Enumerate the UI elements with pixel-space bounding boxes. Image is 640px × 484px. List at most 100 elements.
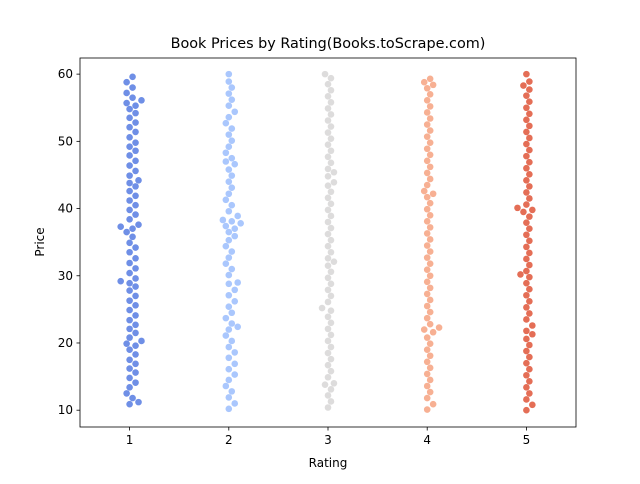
data-point <box>429 190 437 198</box>
data-point <box>514 204 521 212</box>
data-point <box>324 206 332 214</box>
data-point <box>423 266 431 274</box>
data-point <box>132 302 139 309</box>
data-point <box>423 218 431 225</box>
data-point <box>132 312 139 319</box>
data-point <box>225 113 233 121</box>
data-point <box>523 140 530 148</box>
data-point <box>423 97 431 104</box>
data-point <box>429 328 437 336</box>
data-point <box>526 377 533 385</box>
data-point <box>126 187 133 195</box>
data-point <box>423 84 431 92</box>
data-point <box>423 181 431 189</box>
data-point <box>132 254 139 262</box>
data-point <box>324 242 332 250</box>
data-point <box>132 109 139 117</box>
data-point <box>132 183 139 190</box>
data-point <box>324 93 332 100</box>
data-point <box>324 141 332 149</box>
data-point <box>222 332 230 339</box>
data-point <box>225 354 233 362</box>
data-point <box>135 221 142 228</box>
data-point <box>225 254 233 261</box>
data-point <box>523 359 530 367</box>
data-point <box>429 81 437 89</box>
y-tick-label: 20 <box>58 336 73 350</box>
data-point <box>132 201 139 209</box>
data-point <box>222 242 230 250</box>
data-point <box>327 292 335 300</box>
data-point <box>423 193 431 201</box>
x-tick-label: 3 <box>324 433 332 447</box>
data-point <box>426 260 434 267</box>
data-point <box>426 352 434 360</box>
data-point <box>126 114 133 122</box>
data-point <box>526 341 533 349</box>
data-point <box>231 349 239 356</box>
data-point <box>523 116 530 124</box>
data-point <box>126 400 133 408</box>
data-point <box>126 259 133 267</box>
data-point <box>132 147 139 155</box>
data-point <box>324 298 332 306</box>
data-point <box>526 146 533 154</box>
data-point <box>526 213 533 220</box>
data-point <box>429 400 437 408</box>
data-point <box>234 212 242 220</box>
data-point <box>126 134 133 141</box>
data-point <box>526 261 533 269</box>
data-point <box>126 287 133 294</box>
data-point <box>228 320 236 327</box>
data-point <box>228 265 236 273</box>
data-point <box>132 379 139 386</box>
data-point <box>420 78 428 86</box>
data-point <box>132 369 139 376</box>
data-point <box>225 303 233 310</box>
data-point <box>228 309 236 317</box>
data-point <box>529 330 536 338</box>
data-point <box>523 279 530 287</box>
data-point <box>132 211 139 218</box>
data-point <box>228 84 236 91</box>
data-point <box>523 104 530 112</box>
data-point <box>228 137 236 144</box>
data-point <box>426 320 434 328</box>
data-point <box>225 228 233 236</box>
data-point <box>426 115 434 122</box>
data-point <box>426 90 434 98</box>
data-point <box>327 99 335 106</box>
data-point <box>222 149 230 157</box>
data-point <box>132 167 139 175</box>
data-point <box>423 109 431 116</box>
data-point <box>132 244 139 251</box>
data-point <box>327 236 335 244</box>
data-point <box>523 70 530 78</box>
data-point <box>327 123 335 130</box>
data-point <box>324 392 332 399</box>
data-point <box>129 225 136 233</box>
y-axis-label: Price <box>33 227 47 256</box>
data-point <box>219 216 227 224</box>
data-point <box>526 225 533 233</box>
data-point <box>126 306 133 314</box>
data-point <box>327 200 335 208</box>
data-point <box>324 404 332 411</box>
data-point <box>222 196 230 204</box>
data-point <box>123 390 130 397</box>
data-point <box>324 286 332 294</box>
data-point <box>123 228 130 236</box>
data-point <box>426 340 434 347</box>
data-point <box>228 125 236 132</box>
data-point <box>523 177 530 184</box>
data-point <box>324 80 332 88</box>
data-point <box>126 239 133 247</box>
data-point <box>324 117 332 124</box>
data-point <box>426 364 434 372</box>
data-point <box>126 374 133 382</box>
y-tick-label: 10 <box>58 403 73 417</box>
data-point <box>225 236 233 244</box>
data-point <box>327 367 335 375</box>
data-point <box>426 296 434 304</box>
data-point <box>526 110 533 118</box>
